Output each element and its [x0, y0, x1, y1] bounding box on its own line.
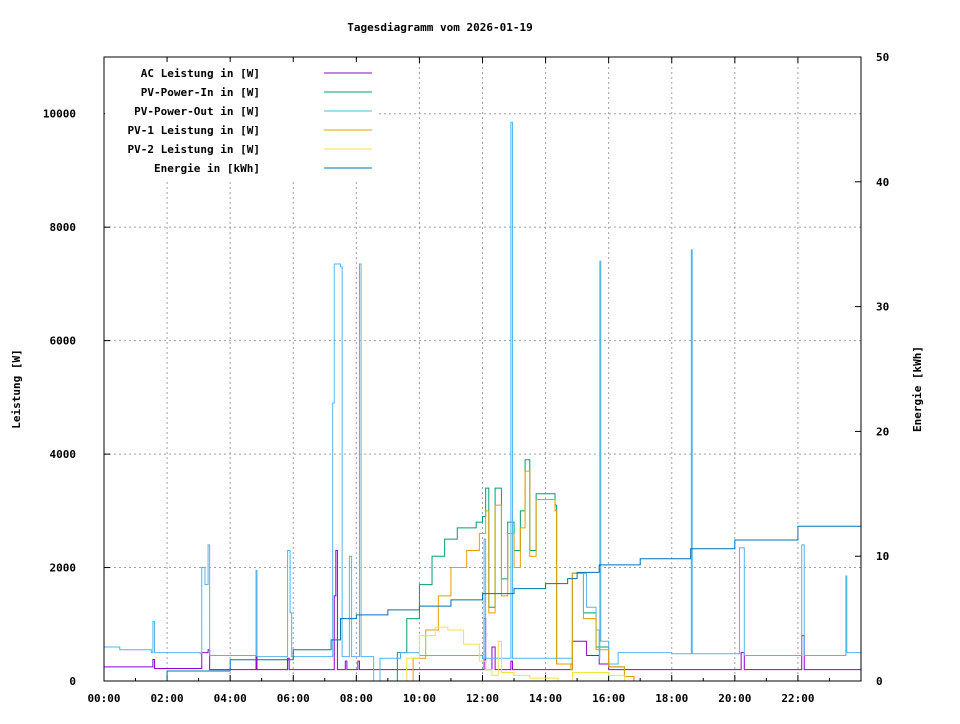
y2-tick-label: 0 — [876, 675, 883, 688]
y2-axis-label: Energie [kWh] — [911, 346, 924, 432]
x-tick-label: 08:00 — [340, 692, 373, 705]
y-tick-label: 0 — [69, 675, 76, 688]
x-tick-label: 12:00 — [466, 692, 499, 705]
legend-label: Energie in [kWh] — [154, 162, 260, 175]
y-tick-label: 2000 — [50, 562, 77, 575]
legend-label: PV-Power-In in [W] — [141, 86, 260, 99]
legend-label: PV-1 Leistung in [W] — [128, 124, 260, 137]
x-tick-label: 20:00 — [718, 692, 751, 705]
x-tick-label: 14:00 — [529, 692, 562, 705]
y2-tick-label: 50 — [876, 51, 889, 64]
series-line-0 — [104, 550, 862, 671]
plot-border — [103, 56, 862, 682]
legend-box — [105, 62, 377, 180]
x-tick-label: 02:00 — [151, 692, 184, 705]
x-tick-label: 16:00 — [592, 692, 625, 705]
y2-tick-label: 30 — [876, 301, 889, 314]
x-tick-label: 10:00 — [403, 692, 436, 705]
series-line-4 — [104, 626, 861, 682]
y2-tick-label: 10 — [876, 550, 889, 563]
y2-tick-label: 40 — [876, 176, 889, 189]
y-tick-label: 6000 — [50, 335, 77, 348]
series-line-5 — [104, 512, 862, 682]
legend-label: PV-Power-Out in [W] — [134, 105, 260, 118]
y-tick-label: 8000 — [50, 221, 77, 234]
x-tick-label: 04:00 — [214, 692, 247, 705]
series-line-2 — [104, 121, 861, 682]
y-axis-label: Leistung [W] — [10, 349, 23, 428]
x-tick-label: 22:00 — [781, 692, 814, 705]
x-tick-label: 06:00 — [277, 692, 310, 705]
series-line-3 — [104, 470, 861, 682]
x-tick-label: 00:00 — [87, 692, 120, 705]
x-tick-label: 18:00 — [655, 692, 688, 705]
y-tick-label: 4000 — [50, 448, 77, 461]
chart-title: Tagesdiagramm vom 2026-01-19 — [347, 21, 532, 34]
legend-label: PV-2 Leistung in [W] — [128, 143, 260, 156]
y2-tick-label: 20 — [876, 425, 889, 438]
y-tick-label: 10000 — [43, 108, 76, 121]
legend-label: AC Leistung in [W] — [141, 67, 260, 80]
